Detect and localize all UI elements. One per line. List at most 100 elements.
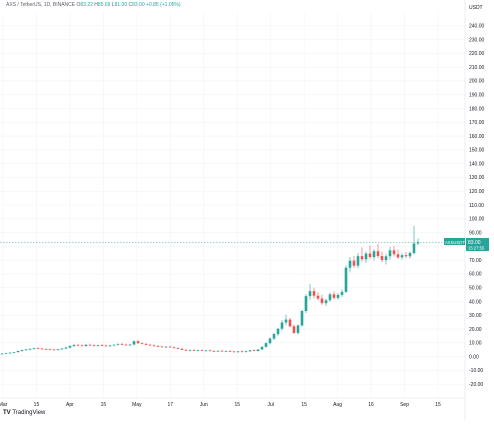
candle-body bbox=[0, 353, 4, 355]
symbol-title: AXS / TetherUS, 1D, BINANCE bbox=[6, 2, 76, 8]
candle-body bbox=[340, 291, 344, 295]
y-tick-label: 90.00 bbox=[469, 230, 482, 236]
candle-body bbox=[396, 254, 400, 258]
candle-body bbox=[384, 256, 388, 261]
candle-body bbox=[144, 343, 148, 345]
candle-body bbox=[404, 255, 408, 257]
candle-body bbox=[64, 347, 68, 349]
y-tick-label: 170.00 bbox=[469, 120, 485, 126]
x-tick-label: Jun bbox=[200, 402, 208, 408]
candle-body bbox=[188, 350, 192, 351]
candle-body bbox=[288, 319, 292, 327]
brand-label: TradingView bbox=[12, 410, 46, 416]
y-tick-label: 160.00 bbox=[469, 134, 485, 140]
y-axis-unit: USDT bbox=[469, 5, 483, 11]
candle-body bbox=[8, 352, 12, 354]
candle-body bbox=[148, 344, 152, 346]
candle-body bbox=[408, 252, 412, 257]
candle-body bbox=[108, 345, 112, 347]
candle-body bbox=[184, 349, 188, 351]
x-tick-label: 15 bbox=[435, 402, 441, 408]
symbol-legend: AXS / TetherUS, 1D, BINANCE O83.22 H85.6… bbox=[6, 2, 181, 8]
candle-body bbox=[344, 267, 348, 292]
candle-body bbox=[244, 351, 248, 352]
x-tick-label: 16 bbox=[368, 402, 374, 408]
y-tick-label: 220.00 bbox=[469, 51, 485, 57]
candle-body bbox=[316, 295, 320, 299]
x-tick-label: 15 bbox=[101, 402, 107, 408]
candle-body bbox=[276, 328, 280, 335]
candle-body bbox=[248, 350, 252, 352]
y-tick-label: 190.00 bbox=[469, 93, 485, 99]
candle-body bbox=[332, 294, 336, 298]
candle-body bbox=[164, 346, 168, 348]
symbol-price-tag bbox=[444, 238, 465, 246]
candle-body bbox=[132, 341, 136, 345]
candle-body bbox=[324, 300, 328, 304]
close-value: 83.00 bbox=[132, 2, 145, 8]
last-price-tag bbox=[466, 238, 489, 252]
candle-body bbox=[416, 242, 420, 244]
candle-body bbox=[240, 351, 244, 353]
candle-body bbox=[312, 291, 316, 296]
candle-body bbox=[152, 345, 156, 347]
candle-body bbox=[220, 350, 224, 352]
y-tick-label: 20.00 bbox=[469, 327, 482, 333]
candle-body bbox=[232, 351, 236, 353]
y-tick-label: 50.00 bbox=[469, 286, 482, 292]
candle-body bbox=[268, 338, 272, 344]
candle-body bbox=[16, 350, 20, 353]
candle-body bbox=[228, 350, 232, 352]
candle-body bbox=[48, 349, 52, 351]
candle-body bbox=[40, 348, 44, 350]
y-tick-label: 210.00 bbox=[469, 65, 485, 71]
low-value: 81.00 bbox=[114, 2, 128, 8]
y-tick-label: 60.00 bbox=[469, 272, 482, 278]
candle-body bbox=[224, 350, 228, 352]
candle-body bbox=[52, 349, 56, 351]
candle-body bbox=[176, 348, 180, 349]
x-tick-label: 17 bbox=[168, 402, 174, 408]
symbol-price-tag-label: AXSUSDT bbox=[445, 240, 465, 245]
y-tick-label: 0.00 bbox=[469, 354, 479, 360]
candle-body bbox=[256, 349, 260, 351]
y-tick-label: 180.00 bbox=[469, 106, 485, 112]
candle-body bbox=[128, 344, 132, 346]
candle-body bbox=[116, 344, 120, 345]
candle-body bbox=[72, 344, 76, 346]
y-tick-label: 240.00 bbox=[469, 24, 485, 30]
tradingview-logo[interactable]: TV TradingView bbox=[3, 410, 45, 416]
candle-body bbox=[100, 345, 104, 346]
tv-icon: TV bbox=[3, 410, 11, 416]
candle-body bbox=[32, 348, 36, 349]
y-tick-label: 140.00 bbox=[469, 161, 485, 167]
candle-body bbox=[280, 322, 284, 329]
x-tick-label: Sep bbox=[400, 402, 409, 408]
candle-body bbox=[336, 294, 340, 298]
y-tick-label: 10.00 bbox=[469, 341, 482, 347]
candle-body bbox=[380, 256, 384, 261]
candle-body bbox=[104, 345, 108, 347]
candle-body bbox=[60, 348, 64, 350]
candle-body bbox=[24, 349, 28, 351]
candle-body bbox=[4, 353, 8, 354]
candle-body bbox=[112, 344, 116, 346]
candle-body bbox=[140, 343, 144, 344]
y-tick-label: 230.00 bbox=[469, 37, 485, 43]
y-tick-label: 100.00 bbox=[469, 217, 485, 223]
candle-body bbox=[300, 311, 304, 326]
candle-body bbox=[212, 350, 216, 352]
close-label: C bbox=[128, 2, 133, 8]
y-tick-label: 30.00 bbox=[469, 313, 482, 319]
candle-body bbox=[192, 350, 196, 351]
candle-body bbox=[296, 325, 300, 333]
x-tick-label: 15 bbox=[234, 402, 240, 408]
candle-body bbox=[168, 346, 172, 348]
x-tick-label: 15 bbox=[301, 402, 307, 408]
candle-body bbox=[400, 255, 404, 258]
x-tick-label: Jul bbox=[267, 402, 273, 408]
last-price-tag-value: 83.00 bbox=[468, 240, 481, 246]
x-tick-label: Mar bbox=[0, 402, 8, 408]
